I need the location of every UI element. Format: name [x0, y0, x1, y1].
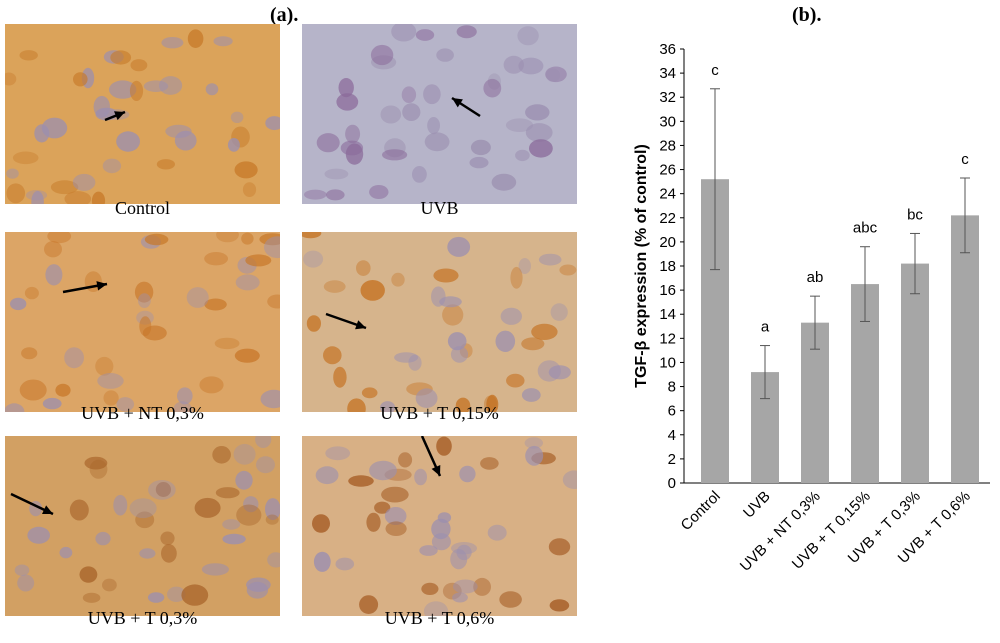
arrow-head	[355, 320, 366, 330]
micrograph-image	[5, 232, 280, 412]
y-tick-label: 22	[659, 210, 676, 227]
arrow-head	[452, 98, 463, 108]
micrograph-caption: UVB + T 0,15%	[380, 403, 499, 423]
y-tick-label: 10	[659, 354, 676, 371]
y-tick-label: 12	[659, 330, 676, 347]
micrograph-image	[302, 232, 577, 412]
y-tick-label: 20	[659, 234, 676, 251]
significance-letter: c	[961, 151, 969, 168]
micrograph-caption: UVB + T 0,6%	[384, 608, 495, 628]
y-tick-label: 36	[659, 41, 676, 58]
arrow-head	[96, 281, 107, 291]
micrograph-image	[302, 24, 577, 204]
y-tick-label: 16	[659, 282, 676, 299]
y-tick-label: 30	[659, 113, 676, 130]
micrograph-caption: Control	[114, 198, 170, 218]
x-tick-label: Control	[678, 488, 724, 534]
significance-letter: c	[711, 62, 719, 79]
y-tick-label: 2	[668, 451, 676, 468]
y-tick-label: 6	[668, 403, 676, 420]
y-tick-label: 8	[668, 379, 676, 396]
micrograph-caption: UVB + NT 0,3%	[81, 403, 204, 423]
y-tick-label: 14	[659, 306, 676, 323]
significance-letter: a	[761, 319, 770, 336]
panel-a-label: (a).	[270, 4, 299, 26]
y-tick-label: 18	[659, 258, 676, 275]
y-tick-label: 32	[659, 89, 676, 106]
significance-letter: bc	[907, 206, 923, 223]
x-tick-label: UVB	[740, 488, 774, 522]
bar	[901, 263, 929, 483]
y-tick-label: 28	[659, 137, 676, 154]
micrograph-image	[5, 24, 280, 204]
bar	[951, 215, 979, 483]
significance-letter: abc	[853, 220, 878, 237]
micrograph-image	[302, 436, 577, 616]
y-tick-label: 34	[659, 65, 676, 82]
significance-letter: ab	[807, 269, 824, 286]
arrow-head	[42, 505, 53, 515]
y-tick-label: 26	[659, 162, 676, 179]
micrograph-caption: UVB	[420, 198, 459, 218]
panel-b-label: (b).	[792, 4, 822, 26]
y-axis-label: TGF-β expression (% of control)	[633, 144, 650, 388]
y-tick-label: 24	[659, 186, 676, 203]
arrow-head	[431, 465, 441, 476]
micrograph-image	[5, 436, 280, 616]
arrow-head	[114, 111, 125, 121]
y-tick-label: 4	[668, 427, 676, 444]
y-tick-label: 0	[668, 475, 676, 492]
micrograph-caption: UVB + T 0,3%	[87, 608, 198, 628]
